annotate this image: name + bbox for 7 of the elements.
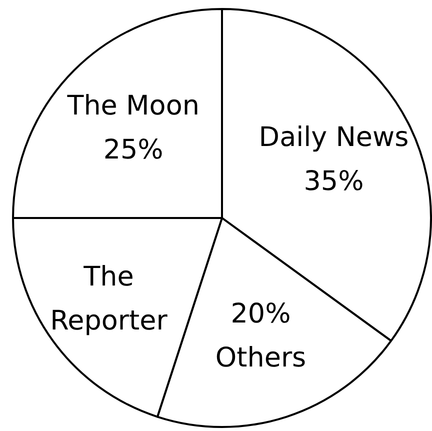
slice-label: Others <box>215 342 306 374</box>
data-label: 35% <box>304 166 364 198</box>
slice-label: The Reporter <box>50 261 168 336</box>
data-label: 25% <box>103 134 164 166</box>
slice-label: The Moon <box>66 90 200 122</box>
data-label: 20% <box>230 298 291 330</box>
slice-label: Daily News <box>258 122 409 154</box>
